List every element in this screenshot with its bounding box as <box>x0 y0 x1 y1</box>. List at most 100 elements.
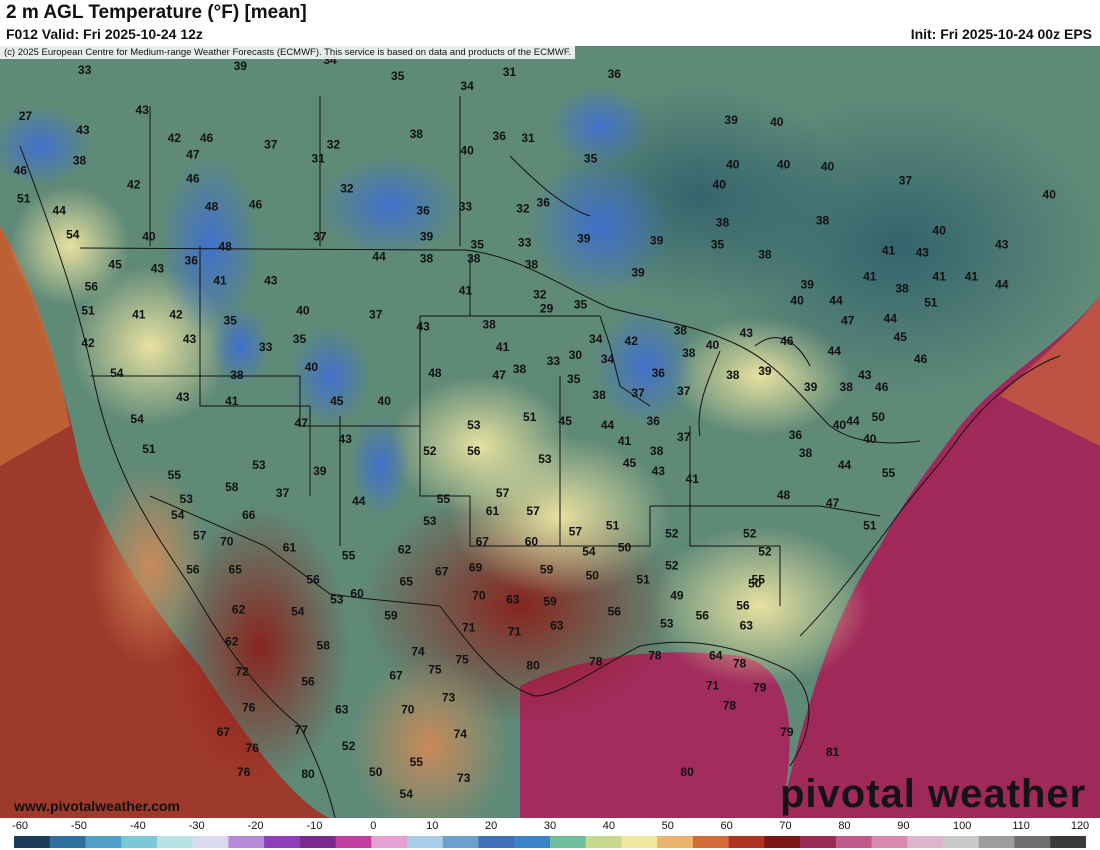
temperature-value: 36 <box>493 129 507 143</box>
temperature-value: 43 <box>652 464 666 478</box>
temperature-value: 35 <box>471 238 485 252</box>
temperature-value: 67 <box>476 534 490 548</box>
temperature-value: 55 <box>410 755 424 769</box>
weather-map[interactable]: 33 39 34 35 34 31 36 27 43 43 42 46 37 32 38 36 31 38 47 31… <box>0 46 1100 818</box>
temperature-value: 44 <box>53 203 67 217</box>
temperature-value: 42 <box>169 308 183 322</box>
temperature-value: 40 <box>777 157 791 171</box>
temperature-value: 36 <box>608 67 622 81</box>
temperature-value: 40 <box>296 304 310 318</box>
colorbar-tick-label: 80 <box>838 820 851 832</box>
temperature-value: 43 <box>416 320 430 334</box>
temperature-value: 40 <box>460 143 474 157</box>
temperature-value: 32 <box>340 181 354 195</box>
temperature-value: 44 <box>846 414 860 428</box>
temperature-value: 52 <box>758 544 772 558</box>
temperature-value: 61 <box>283 540 297 554</box>
temperature-value: 44 <box>838 458 852 472</box>
colorbar-segment <box>514 836 551 848</box>
temperature-value: 55 <box>437 492 451 506</box>
temperature-value: 39 <box>577 232 591 246</box>
temperature-value: 75 <box>428 663 442 677</box>
temperature-value: 45 <box>894 330 908 344</box>
temperature-value: 46 <box>14 163 28 177</box>
colorbar-tick-label: -30 <box>188 820 205 832</box>
temperature-value: 39 <box>758 364 772 378</box>
colorbar-tick-label: -50 <box>70 820 87 832</box>
colorbar-segment <box>657 836 694 848</box>
colorbar-tick-label: 60 <box>720 820 733 832</box>
colorbar-tick-label: 120 <box>1070 820 1090 832</box>
temperature-value: 40 <box>833 418 847 432</box>
colorbar: -60 -50 -40 -30 -20 -10 0 10 20 30 40 50 60 70 80 90 100… <box>0 818 1100 850</box>
temperature-value: 38 <box>513 362 527 376</box>
temperature-value: 60 <box>525 534 539 548</box>
temperature-value: 27 <box>19 109 33 123</box>
temperature-value: 54 <box>66 228 80 242</box>
temperature-value: 52 <box>423 444 437 458</box>
temperature-value: 63 <box>506 592 520 606</box>
temperature-value: 51 <box>636 572 650 586</box>
temperature-value: 57 <box>496 486 510 500</box>
temperature-value: 44 <box>995 278 1009 292</box>
temperature-value: 38 <box>758 248 772 262</box>
temperature-value: 43 <box>176 390 190 404</box>
temperature-value: 37 <box>313 230 327 244</box>
temperature-value: 80 <box>526 659 540 673</box>
colorbar-segment <box>49 836 87 848</box>
temperature-value: 56 <box>736 599 750 613</box>
temperature-value: 58 <box>317 639 331 653</box>
temperature-value: 78 <box>723 699 737 713</box>
colorbar-tick-label: 70 <box>779 820 792 832</box>
temperature-value: 36 <box>185 254 199 268</box>
colorbar-segment <box>156 836 194 848</box>
temperature-value: 63 <box>740 619 754 633</box>
temperature-value: 44 <box>828 344 842 358</box>
colorbar-tick-label: 110 <box>1012 820 1030 832</box>
temperature-value: 33 <box>459 199 473 213</box>
temperature-value: 55 <box>168 468 182 482</box>
temperature-value: 66 <box>242 508 256 522</box>
temperature-value: 34 <box>589 332 603 346</box>
temperature-value: 52 <box>665 558 679 572</box>
colorbar-segment <box>407 836 444 848</box>
temperature-value: 40 <box>1043 187 1057 201</box>
temperature-value: 47 <box>493 368 507 382</box>
colorbar-segment <box>264 836 301 848</box>
temperature-value: 35 <box>567 372 581 386</box>
colorbar-segment <box>800 836 837 848</box>
colorbar-tick-label: -20 <box>247 820 264 832</box>
temperature-value: 35 <box>224 314 238 328</box>
temperature-value: 71 <box>462 621 476 635</box>
temperature-value: 63 <box>550 619 564 633</box>
temperature-value: 38 <box>682 346 696 360</box>
temperature-value: 30 <box>569 348 583 362</box>
colorbar-scale <box>14 836 1086 848</box>
temperature-value: 56 <box>306 572 320 586</box>
temperature-value: 60 <box>350 586 364 600</box>
temperature-value: 41 <box>863 270 877 284</box>
temperature-value: 53 <box>660 617 674 631</box>
temperature-value: 80 <box>680 765 694 779</box>
colorbar-tick-label: 30 <box>543 820 557 832</box>
temperature-value: 59 <box>540 562 554 576</box>
temperature-value: 70 <box>472 588 486 602</box>
temperature-value: 42 <box>127 177 141 191</box>
temperature-value: 53 <box>538 452 552 466</box>
temperature-value: 57 <box>569 524 583 538</box>
temperature-value: 38 <box>895 282 909 296</box>
colorbar-segment <box>192 836 229 848</box>
temperature-value: 81 <box>826 745 840 759</box>
colorbar-segment <box>85 836 122 848</box>
temperature-value: 51 <box>81 304 95 318</box>
temperature-value: 37 <box>899 173 913 187</box>
colorbar-tick-label: 50 <box>661 820 674 832</box>
website-link[interactable]: www.pivotalweather.com <box>14 798 180 814</box>
temperature-value: 40 <box>726 157 740 171</box>
temperature-value: 46 <box>186 171 200 185</box>
temperature-value: 78 <box>589 655 603 669</box>
temperature-value: 53 <box>423 514 437 528</box>
temperature-value: 63 <box>335 703 349 717</box>
colorbar-segment <box>478 836 515 848</box>
